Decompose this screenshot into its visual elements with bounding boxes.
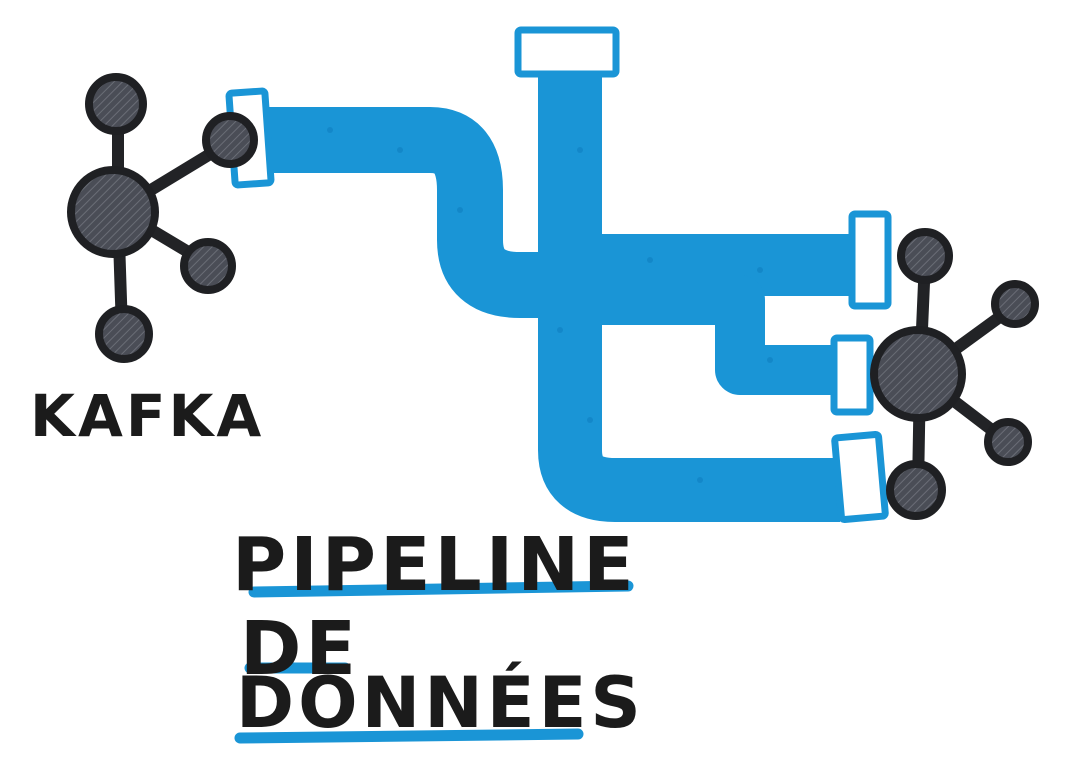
destination-satellite-right-lower: [984, 418, 1032, 466]
kafka-satellite-bottom: [95, 305, 153, 363]
pipe-texture: [327, 127, 773, 483]
title-line-3: DONNÉES: [236, 662, 645, 744]
top-cap: [514, 26, 620, 78]
destination-satellite-top: [897, 228, 953, 284]
kafka-node-icon: [67, 73, 258, 363]
inlet-pipe: [262, 107, 560, 318]
outlet-cap-middle: [830, 334, 874, 416]
kafka-satellite-top: [85, 73, 147, 135]
underline-line1: [248, 580, 634, 598]
kafka-label: KAFKA: [30, 382, 265, 450]
pipe-network: [262, 75, 860, 522]
title-line-2: DE: [240, 606, 360, 692]
vertical-trunk: [538, 75, 840, 522]
kafka-hub-circle: [67, 166, 159, 258]
middle-branch-pipe: [600, 275, 840, 395]
destination-satellite-right-upper: [991, 280, 1039, 328]
kafka-satellite-right-upper: [202, 112, 258, 168]
title-line-1: PIPELINE: [232, 522, 638, 608]
title-underlines: [234, 580, 634, 744]
kafka-satellite-right-lower: [180, 238, 236, 294]
outlet-cap-lower: [831, 430, 889, 524]
destination-hub-circle: [870, 326, 966, 422]
destination-node-icon: [870, 228, 1039, 520]
underline-line3: [234, 728, 584, 744]
destination-satellite-bottom: [886, 460, 946, 520]
outlet-cap-upper: [848, 210, 892, 310]
